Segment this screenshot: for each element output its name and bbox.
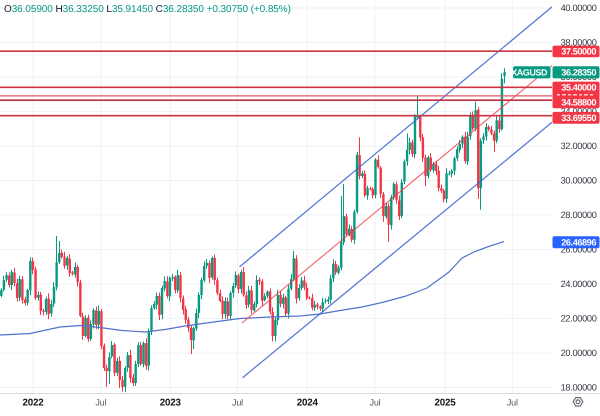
svg-text:37.50000: 37.50000	[561, 47, 596, 57]
svg-text:35.40000: 35.40000	[561, 83, 596, 93]
svg-text:22.00000: 22.00000	[561, 314, 597, 324]
svg-text:34.58800: 34.58800	[561, 98, 596, 108]
svg-text:28.00000: 28.00000	[561, 210, 597, 220]
svg-text:O36.05900 H36.33250 L35.91450: O36.05900 H36.33250 L35.91450 C36.28350 …	[4, 4, 291, 15]
svg-text:2023: 2023	[160, 398, 182, 409]
svg-text:Jul: Jul	[232, 398, 243, 408]
svg-text:32.00000: 32.00000	[561, 141, 597, 151]
svg-text:XAGUSD: XAGUSD	[511, 68, 548, 78]
svg-text:20.00000: 20.00000	[561, 348, 597, 358]
svg-text:36.28350: 36.28350	[561, 68, 596, 78]
svg-text:2024: 2024	[297, 398, 319, 409]
svg-text:26.00000: 26.00000	[561, 245, 597, 255]
svg-text:2025: 2025	[435, 398, 457, 409]
svg-text:Jul: Jul	[370, 398, 381, 408]
svg-text:Jul: Jul	[507, 398, 518, 408]
svg-text:26.46896: 26.46896	[561, 238, 596, 248]
svg-text:34.00000: 34.00000	[561, 107, 597, 117]
svg-text:2022: 2022	[23, 398, 45, 409]
svg-text:40.00000: 40.00000	[561, 3, 597, 13]
svg-text:38.00000: 38.00000	[561, 38, 597, 48]
svg-text:18.00000: 18.00000	[561, 383, 597, 393]
svg-text:24.00000: 24.00000	[561, 279, 597, 289]
svg-text:30.00000: 30.00000	[561, 176, 597, 186]
svg-text:Jul: Jul	[95, 398, 106, 408]
svg-text:33.69550: 33.69550	[561, 113, 596, 123]
